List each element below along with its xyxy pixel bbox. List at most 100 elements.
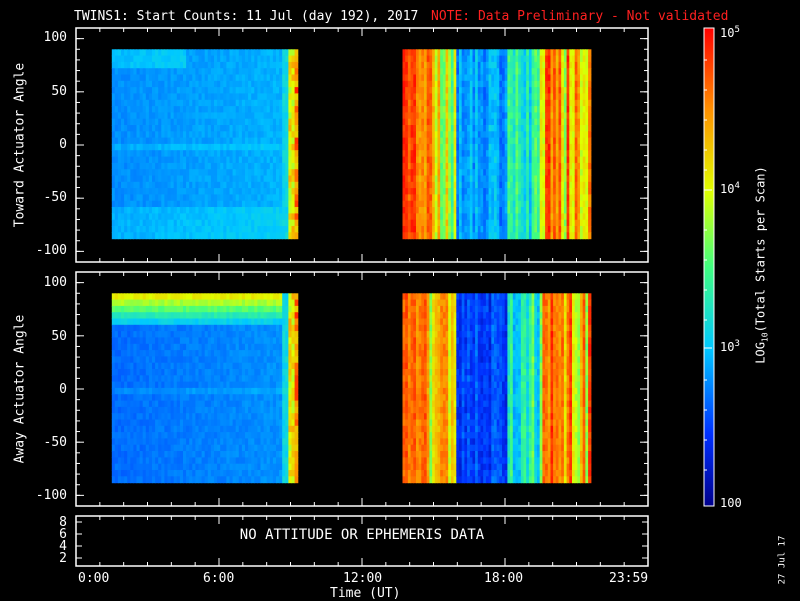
heatmap-cell [161,162,165,170]
heatmap-cell [121,362,125,370]
heatmap-cell [145,106,150,113]
heatmap-cell [499,232,503,240]
heatmap-cell [235,169,240,177]
heatmap-cell [148,457,153,465]
heatmap-cell [432,131,436,139]
heatmap-cell [130,99,134,107]
heatmap-cell [139,293,144,301]
heatmap-cell [207,299,212,307]
heatmap-cell [229,169,234,177]
heatmap-cell [285,99,289,107]
heatmap-cell [291,80,296,88]
heatmap-cell [475,68,479,76]
heatmap-cell [124,194,128,202]
heatmap-cell [494,213,498,221]
heatmap-cell [142,406,147,414]
heatmap-cell [223,150,227,158]
heatmap-cell [111,226,116,233]
heatmap-cell [416,106,420,113]
heatmap-cell [291,143,296,151]
heatmap-cell [164,432,169,439]
heatmap-cell [207,162,212,170]
heatmap-cell [114,200,119,208]
heatmap-cell [173,200,178,208]
heatmap-cell [241,194,246,202]
heatmap-cell [207,318,212,326]
heatmap-cell [136,131,141,139]
heatmap-cell [537,207,541,214]
heatmap-cell [558,112,562,120]
heatmap-cell [201,49,206,57]
heatmap-cell [550,232,554,240]
heatmap-cell [580,162,584,170]
heatmap-cell [220,93,224,101]
heatmap-cell [413,49,417,57]
heatmap-cell [195,356,200,364]
heatmap-cell [445,137,449,145]
heatmap-cell [192,463,196,471]
heatmap-cell [483,106,487,113]
heatmap-cell [214,293,218,301]
heatmap-cell [158,87,162,94]
heatmap-cell [195,169,200,177]
heatmap-cell [291,87,296,94]
heatmap-cell [563,131,568,139]
heatmap-cell [445,226,449,233]
heatmap-cell [189,181,193,189]
heatmap-cell [456,232,460,240]
heatmap-cell [183,213,187,221]
heatmap-cell [561,106,565,113]
heatmap-cell [442,118,447,126]
heatmap-cell [410,188,414,195]
heatmap-cell [531,143,535,151]
heatmap-cell [588,49,592,57]
heatmap-cell [198,362,203,370]
heatmap-cell [504,181,508,189]
heatmap-cell [155,400,159,408]
heatmap-cell [555,68,560,76]
heatmap-cell [472,162,476,170]
heatmap-cell [512,213,517,221]
heatmap-cell [152,112,156,120]
heatmap-cell [291,162,296,170]
heatmap-cell [279,49,283,57]
heatmap-cell [588,207,592,214]
heatmap-cell [133,419,138,427]
heatmap-cell [133,324,138,332]
heatmap-cell [254,162,258,170]
heatmap-cell [161,150,165,158]
heatmap-cell [127,299,131,307]
heatmap-cell [220,394,224,402]
heatmap-cell [432,207,436,214]
heatmap-cell [148,425,153,433]
heatmap-cell [117,293,122,301]
heatmap-cell [139,207,144,214]
heatmap-cell [133,350,138,357]
heatmap-cell [542,181,546,189]
heatmap-cell [445,55,449,63]
heatmap-cell [204,470,209,477]
heatmap-cell [520,131,525,139]
heatmap-cell [127,162,131,170]
heatmap-cell [491,125,495,132]
heatmap-cell [142,343,147,351]
heatmap-cell [220,381,224,389]
heatmap-cell [269,200,274,208]
heatmap-cell [176,162,181,170]
heatmap-cell [477,61,482,69]
heatmap-cell [114,444,119,452]
heatmap-cell [152,337,156,345]
heatmap-cell [477,106,482,113]
heatmap-cell [148,106,153,113]
heatmap-cell [523,137,527,145]
heatmap-cell [235,175,240,183]
heatmap-cell [569,68,573,76]
heatmap-cell [139,93,144,101]
heatmap-cell [179,162,184,170]
heatmap-cell [158,137,162,145]
heatmap-cell [111,318,116,326]
heatmap-cell [448,61,452,69]
heatmap-cell [510,106,514,113]
heatmap-cell [553,80,557,88]
heatmap-cell [201,400,206,408]
